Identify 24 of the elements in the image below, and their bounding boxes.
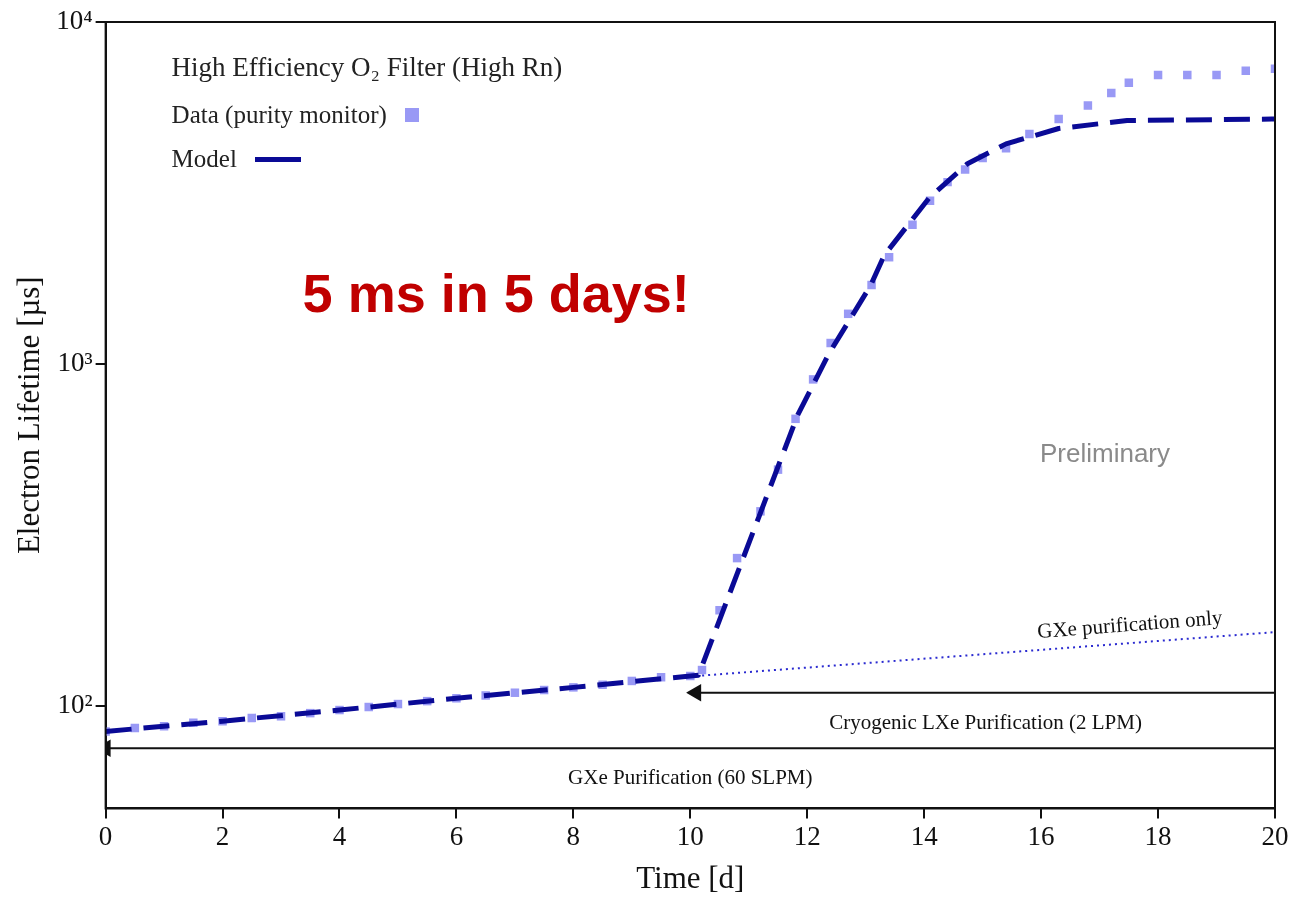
x-tick-label: 14: [910, 820, 939, 851]
annotation: Preliminary: [1039, 438, 1171, 468]
x-tick-label: 18: [1144, 820, 1172, 851]
x-axis-title: Time [d]: [636, 859, 745, 895]
x-tick-label: 2: [215, 820, 230, 851]
x-tick-label: 8: [566, 820, 581, 851]
y-tick-label: 10⁴: [56, 5, 93, 36]
legend-label: Model: [171, 145, 237, 173]
x-tick-label: 10: [676, 820, 704, 851]
series-label: GXe purification only: [1036, 605, 1224, 644]
legend-label: Data (purity monitor): [171, 101, 387, 129]
x-tick-label: 6: [449, 820, 464, 851]
annotation: 5 ms in 5 days!: [302, 263, 690, 323]
y-axis-title: Electron Lifetime [µs]: [10, 276, 46, 555]
x-tick-label: 12: [793, 820, 821, 851]
x-tick-label: 20: [1261, 820, 1289, 851]
x-tick-label: 16: [1027, 820, 1055, 851]
y-tick-label: 10²: [57, 688, 93, 719]
x-tick-label: 0: [98, 820, 113, 851]
y-tick-label: 10³: [57, 346, 93, 377]
x-tick-label: 4: [332, 820, 347, 851]
legend-title: High Efficiency O₂ Filter (High Rn): [171, 52, 563, 83]
series-label: GXe Purification (60 SLPM): [568, 765, 813, 790]
series-label: Cryogenic LXe Purification (2 LPM): [829, 709, 1142, 734]
